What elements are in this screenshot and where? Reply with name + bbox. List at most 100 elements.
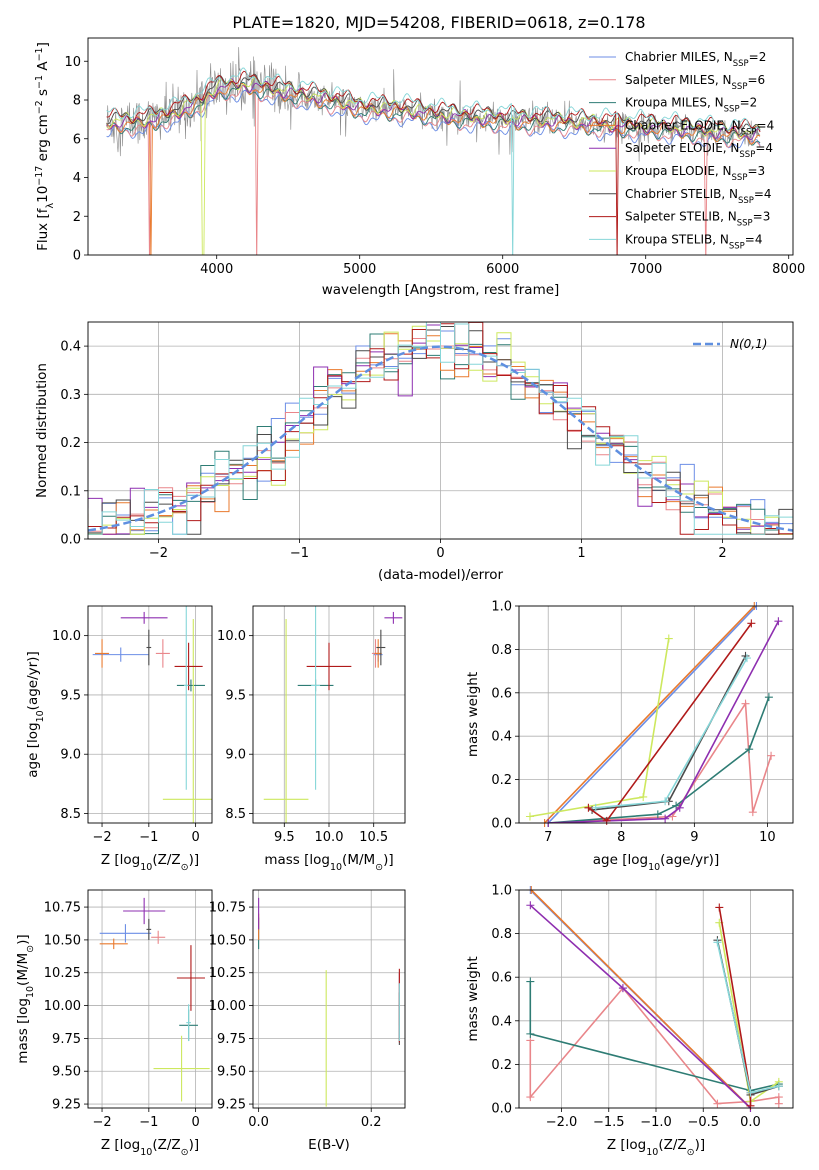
- mass-weight-line: [530, 890, 752, 1108]
- x-tick-label: −1: [139, 1115, 158, 1130]
- legend-entry: Chabrier STELIB, NSSP=4: [625, 187, 772, 206]
- x-tick-label: 7: [544, 830, 552, 845]
- x-tick-label: 0.0: [740, 1115, 761, 1130]
- x-tick-label: −2.0: [546, 1115, 578, 1130]
- mass-weight-marker: [767, 751, 776, 760]
- figure-title: PLATE=1820, MJD=54208, FIBERID=0618, z=0…: [232, 13, 645, 32]
- y-tick-label: 8.5: [60, 807, 81, 822]
- y-tick-label: 9.75: [52, 1032, 81, 1047]
- mass-weight-line: [547, 606, 758, 823]
- age_vs_mass-frame: [252, 605, 406, 824]
- mass-weight-marker: [741, 699, 750, 708]
- mass-weight-line: [544, 606, 755, 823]
- y-tick-label: 9.0: [60, 748, 81, 763]
- mass-weight-marker: [745, 745, 754, 754]
- mass-weight-line: [592, 655, 747, 811]
- mass_vs_Z-frame: [87, 889, 213, 1109]
- y-tick-label: 10.0: [52, 629, 81, 644]
- residuals-ylabel: Normed distribution: [34, 363, 50, 498]
- y-tick-label: 10.00: [44, 999, 81, 1014]
- mass_vs_Z-axes: −2 −1 0 9.25 9.50 9.75 10.00 10.25 10.50 10.75: [44, 890, 212, 1130]
- mass-weight-line: [529, 638, 670, 818]
- x-tick-label: 1: [577, 546, 585, 561]
- x-tick-label: −1.0: [640, 1115, 672, 1130]
- mass-weight-marker: [584, 803, 593, 812]
- mass-weight-marker: [526, 1029, 535, 1038]
- y-tick-label: 0.2: [491, 773, 512, 788]
- mass-weight-line: [529, 981, 779, 1092]
- spectrum-axes: 4000 5000 6000 7000 8000 0 2 4 6 8 10: [64, 55, 805, 277]
- mass-weight-marker: [526, 901, 535, 910]
- mass-weight-line: [587, 622, 753, 822]
- mass-weight-marker: [653, 810, 662, 819]
- y-tick-label: 9.50: [52, 1065, 81, 1080]
- massweight_vs_Z-frame: [518, 889, 794, 1109]
- y-tick-label: 0.0: [60, 533, 81, 548]
- y-tick-label: 0: [73, 249, 81, 264]
- y-tick-label: 10.75: [209, 901, 246, 916]
- y-tick-label: 0.4: [491, 730, 512, 745]
- y-tick-label: 0.2: [491, 1058, 512, 1073]
- spectrum-model-line: [106, 73, 761, 136]
- mass-weight-marker: [591, 803, 600, 812]
- mass-weight-marker: [664, 634, 673, 643]
- age_vs_Z-frame: [87, 605, 213, 824]
- spectrum-xlabel: wavelength [Angstrom, rest frame]: [322, 282, 560, 298]
- age-vs-Z-ylabel: age [log10(age/yr)]: [25, 651, 46, 777]
- y-tick-label: 10.75: [44, 901, 81, 916]
- spectrum-ylabel: Flux [fλ10−17 erg cm−2 s−1 A−1]: [34, 42, 56, 251]
- y-tick-label: 4: [73, 171, 81, 186]
- x-tick-label: 8: [617, 830, 625, 845]
- mass_vs_ebv-frame: [252, 889, 406, 1109]
- y-tick-label: 0.4: [491, 1014, 512, 1029]
- mass-weight-marker: [764, 693, 773, 702]
- massweight_vs_age-frame: [518, 605, 794, 824]
- mass-vs-ebv-xlabel: E(B-V): [308, 1137, 350, 1153]
- x-tick-label: 0.2: [361, 1115, 382, 1130]
- legend-entry: Kroupa STELIB, NSSP=4: [625, 232, 763, 251]
- legend-entry: Chabrier MILES, NSSP=2: [625, 50, 766, 69]
- mass-weight-line: [548, 620, 780, 823]
- mass-vs-Z-ylabel: mass [log10(M/M⊙)]: [15, 934, 36, 1063]
- spectrum-frame: [87, 37, 794, 256]
- x-tick-label: −2: [92, 830, 111, 845]
- legend-entry: Chabrier ELODIE, NSSP=4: [625, 118, 774, 137]
- y-tick-label: 0.3: [60, 388, 81, 403]
- age-vs-mass-xlabel: mass [log10(M/M⊙)]: [264, 852, 393, 873]
- y-tick-label: 0.6: [491, 971, 512, 986]
- y-tick-label: 0.2: [60, 436, 81, 451]
- mass-weight-marker: [715, 903, 724, 912]
- y-tick-label: 9.25: [217, 1098, 246, 1113]
- y-tick-label: 0.8: [491, 643, 512, 658]
- mass-weight-marker: [774, 1082, 783, 1091]
- mass-weight-line: [529, 904, 752, 1108]
- x-tick-label: 4000: [200, 262, 233, 277]
- legend-entry: Salpeter STELIB, NSSP=3: [625, 210, 770, 229]
- x-tick-label: 0: [436, 546, 444, 561]
- y-tick-label: 8.5: [225, 807, 246, 822]
- x-tick-label: 7000: [629, 262, 662, 277]
- massweight_vs_age-axes: 7 8 9 10 0.0 0.2 0.4 0.6 0.8 1.0: [491, 600, 793, 845]
- mass-weight-marker: [746, 1101, 755, 1110]
- spectrum-model-line: [106, 83, 761, 255]
- mass-weight-marker: [713, 938, 722, 947]
- y-tick-label: 9.25: [52, 1098, 81, 1113]
- spectrum-model-line: [106, 78, 761, 140]
- x-tick-label: −1: [139, 830, 158, 845]
- y-tick-label: 0.4: [60, 340, 81, 355]
- histogram-series: [88, 322, 793, 535]
- massweight_vs_age-ylabel: mass weight: [465, 672, 481, 757]
- y-tick-label: 9.0: [225, 748, 246, 763]
- y-tick-label: 10.50: [209, 933, 246, 948]
- x-tick-label: 2: [718, 546, 726, 561]
- mass-weight-marker: [526, 1093, 535, 1102]
- x-tick-label: 10.0: [315, 830, 344, 845]
- mass-weight-marker: [602, 816, 611, 825]
- y-tick-label: 9.50: [217, 1065, 246, 1080]
- mass-weight-line: [548, 701, 772, 823]
- y-tick-label: 0.1: [60, 484, 81, 499]
- mass-weight-line: [718, 922, 780, 1103]
- y-tick-label: 8: [73, 94, 81, 109]
- x-tick-label: 10: [759, 830, 776, 845]
